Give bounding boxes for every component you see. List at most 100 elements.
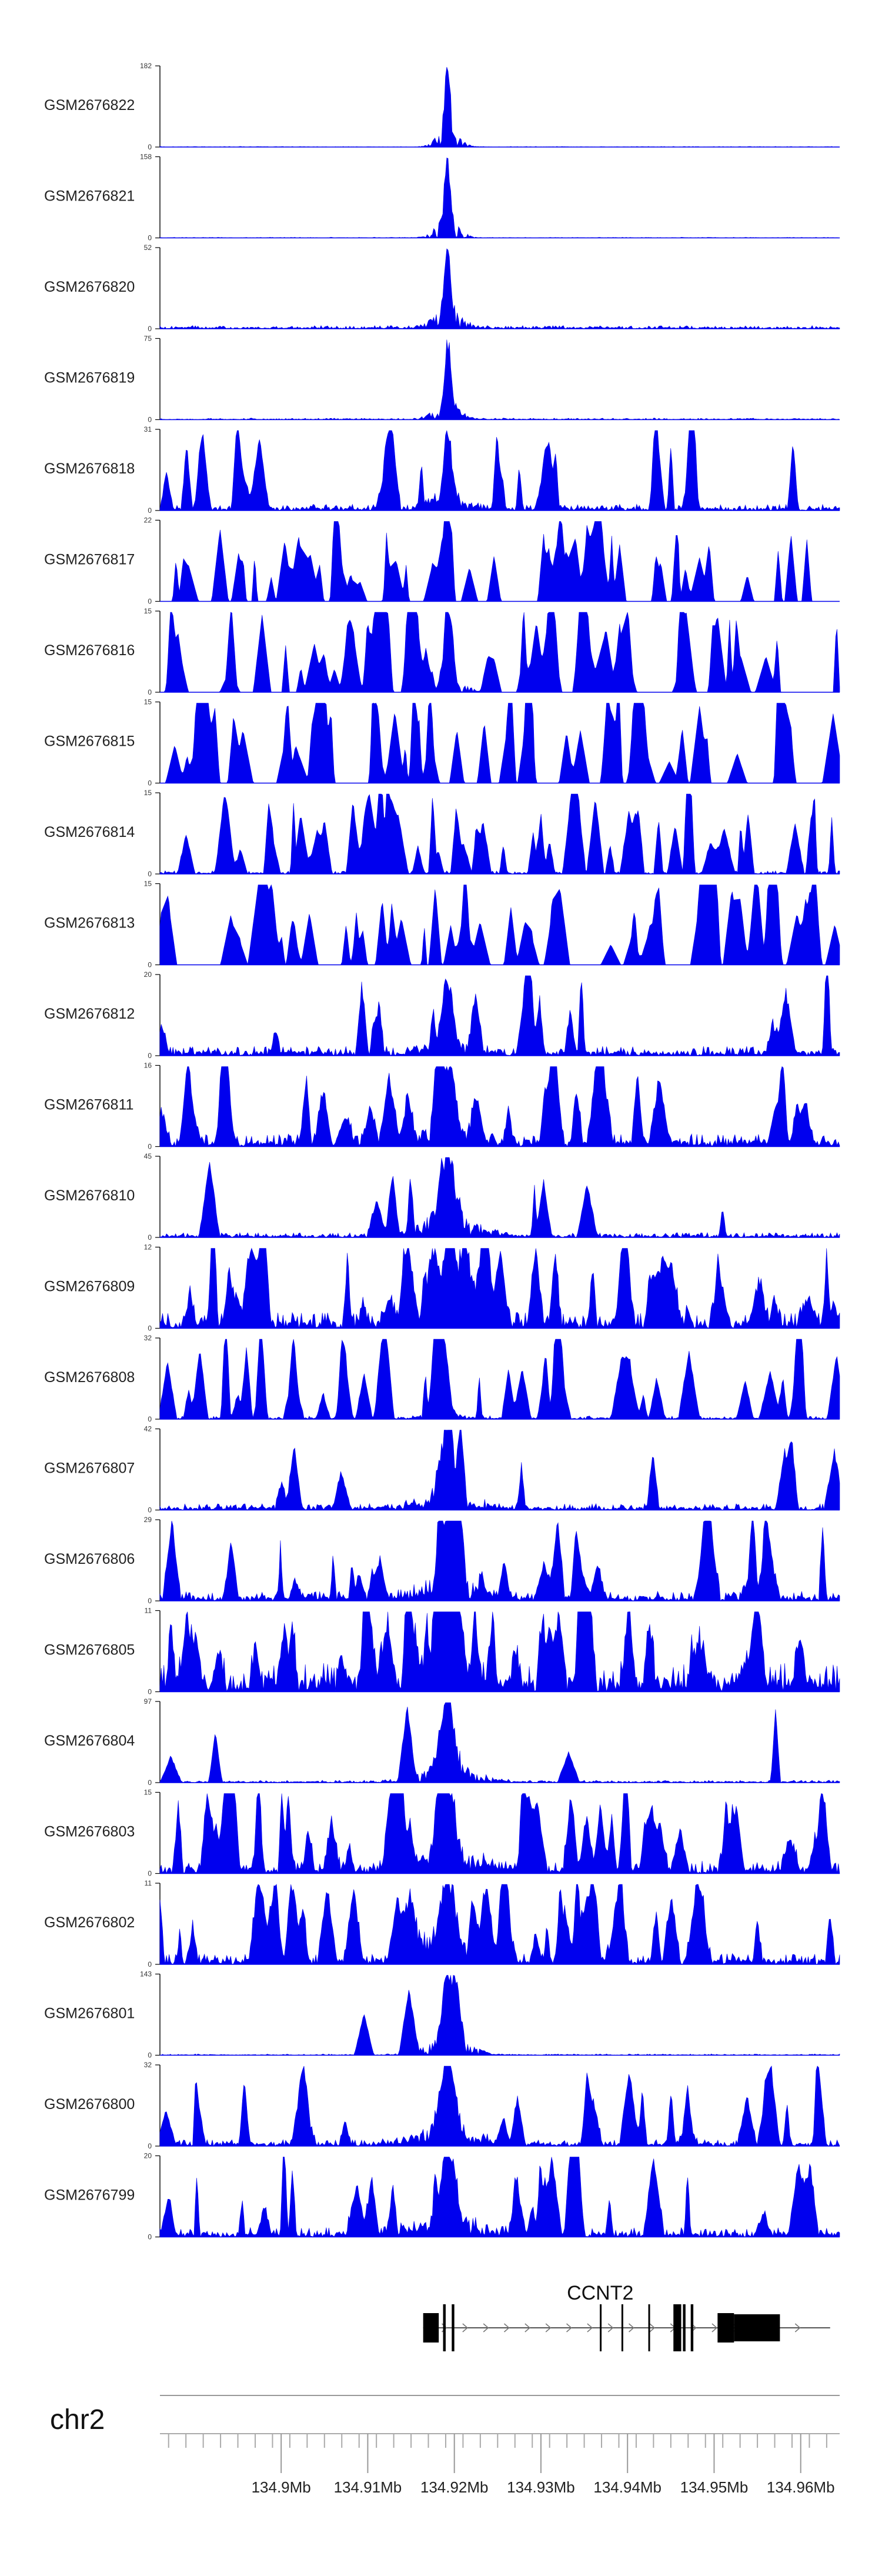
x-tick-label: 134.96Mb bbox=[767, 2478, 835, 2496]
track-label: GSM2676809 bbox=[44, 1279, 135, 1295]
track-label: GSM2676821 bbox=[44, 188, 135, 205]
signal-area bbox=[160, 612, 840, 693]
y-min-label: 0 bbox=[148, 2233, 152, 2241]
track-GSM2676818: GSM2676818 31 0 bbox=[44, 425, 840, 515]
track-GSM2676817: GSM2676817 22 0 bbox=[44, 516, 840, 606]
strand-arrow bbox=[794, 2323, 801, 2333]
strand-arrow bbox=[462, 2323, 469, 2333]
x-tick-label: 134.92Mb bbox=[420, 2478, 489, 2496]
track-GSM2676807: GSM2676807 42 0 bbox=[44, 1425, 840, 1514]
signal-area bbox=[159, 339, 840, 420]
y-max-label: 15 bbox=[144, 880, 152, 888]
y-max-label: 11 bbox=[145, 1879, 152, 1887]
y-max-label: 20 bbox=[144, 970, 152, 979]
x-tick-label: 134.95Mb bbox=[680, 2478, 749, 2496]
track-GSM2676799: GSM2676799 20 0 bbox=[44, 2152, 840, 2241]
track-GSM2676812: GSM2676812 20 0 bbox=[44, 970, 840, 1060]
strand-arrow bbox=[483, 2323, 489, 2333]
strand-arrow bbox=[587, 2323, 593, 2333]
y-max-label: 16 bbox=[144, 1062, 152, 1070]
y-min-label: 0 bbox=[148, 1870, 152, 1878]
track-label: GSM2676806 bbox=[44, 1551, 135, 1567]
signal-area bbox=[159, 884, 840, 966]
track-label: GSM2676810 bbox=[44, 1187, 135, 1204]
gene-exon bbox=[600, 2304, 602, 2351]
gene-exon bbox=[734, 2314, 780, 2341]
track-label: GSM2676808 bbox=[44, 1369, 135, 1386]
track-label: GSM2676822 bbox=[44, 97, 135, 114]
y-min-label: 0 bbox=[148, 1960, 152, 1968]
track-GSM2676800: GSM2676800 32 0 bbox=[44, 2061, 840, 2150]
track-GSM2676806: GSM2676806 29 0 bbox=[44, 1516, 840, 1605]
track-GSM2676804: GSM2676804 97 0 bbox=[44, 1697, 840, 1787]
y-min-label: 0 bbox=[148, 1415, 152, 1423]
gene-name-ccnt2: CCNT2 bbox=[567, 2282, 633, 2304]
gene-exon bbox=[717, 2313, 734, 2343]
y-min-label: 0 bbox=[148, 2051, 152, 2060]
chromosome-label: chr2 bbox=[50, 2404, 105, 2435]
track-GSM2676805: GSM2676805 11 0 bbox=[44, 1607, 840, 1696]
y-max-label: 32 bbox=[144, 2061, 152, 2069]
signal-area bbox=[159, 1975, 840, 2056]
y-min-label: 0 bbox=[148, 1688, 152, 1696]
track-GSM2676820: GSM2676820 52 0 bbox=[44, 243, 840, 333]
y-min-label: 0 bbox=[148, 1778, 152, 1787]
track-label: GSM2676807 bbox=[44, 1460, 135, 1477]
y-min-label: 0 bbox=[148, 1143, 152, 1151]
signal-area bbox=[159, 2157, 840, 2238]
signal-area bbox=[159, 66, 840, 148]
y-max-label: 11 bbox=[145, 1607, 152, 1615]
track-label: GSM2676819 bbox=[44, 370, 135, 386]
strand-arrow bbox=[545, 2323, 552, 2333]
gene-exon bbox=[673, 2304, 681, 2351]
signal-tracks: GSM2676822 182 0 GSM2676821 158 0 GSM2676820 52… bbox=[44, 62, 840, 2241]
track-GSM2676801: GSM2676801 143 0 bbox=[44, 1970, 840, 2060]
y-min-label: 0 bbox=[148, 416, 152, 424]
gene-exon bbox=[443, 2304, 446, 2351]
y-max-label: 12 bbox=[144, 1243, 152, 1252]
signal-area bbox=[160, 703, 840, 784]
y-min-label: 0 bbox=[148, 598, 152, 606]
track-GSM2676811: GSM2676811 16 0 bbox=[44, 1062, 840, 1151]
y-min-label: 0 bbox=[148, 1506, 152, 1514]
x-tick-label: 134.94Mb bbox=[593, 2478, 662, 2496]
track-GSM2676814: GSM2676814 15 0 bbox=[44, 789, 840, 878]
y-max-label: 15 bbox=[144, 607, 152, 615]
track-label: GSM2676799 bbox=[44, 2187, 135, 2204]
strand-arrow bbox=[649, 2323, 656, 2333]
gene-exon bbox=[423, 2313, 439, 2343]
track-label: GSM2676804 bbox=[44, 1733, 135, 1749]
y-max-label: 143 bbox=[140, 1970, 152, 1978]
y-max-label: 158 bbox=[140, 153, 152, 161]
signal-area bbox=[159, 1520, 840, 1601]
x-tick-label: 134.9Mb bbox=[252, 2478, 311, 2496]
track-label: GSM2676813 bbox=[44, 915, 135, 932]
track-label: GSM2676803 bbox=[44, 1824, 135, 1840]
signal-area bbox=[159, 975, 840, 1056]
x-tick-label: 134.93Mb bbox=[507, 2478, 575, 2496]
track-GSM2676821: GSM2676821 158 0 bbox=[44, 153, 840, 242]
track-GSM2676803: GSM2676803 15 0 bbox=[44, 1788, 840, 1878]
signal-area bbox=[159, 1884, 840, 1965]
track-GSM2676810: GSM2676810 45 0 bbox=[44, 1152, 840, 1242]
strand-arrow bbox=[503, 2323, 510, 2333]
y-min-label: 0 bbox=[148, 1233, 152, 1242]
signal-area bbox=[159, 1702, 840, 1783]
y-min-label: 0 bbox=[148, 234, 152, 242]
x-tick-label: 134.91Mb bbox=[334, 2478, 402, 2496]
gene-exon bbox=[648, 2304, 650, 2351]
track-label: GSM2676815 bbox=[44, 733, 135, 750]
y-max-label: 29 bbox=[144, 1516, 152, 1524]
strand-arrow bbox=[711, 2323, 718, 2333]
signal-area bbox=[159, 248, 840, 329]
track-label: GSM2676805 bbox=[44, 1642, 135, 1659]
track-label: GSM2676814 bbox=[44, 824, 135, 840]
gene-exon bbox=[452, 2304, 455, 2351]
gene-exon bbox=[683, 2304, 686, 2351]
track-GSM2676813: GSM2676813 15 0 bbox=[44, 880, 840, 969]
y-min-label: 0 bbox=[148, 143, 152, 151]
signal-area bbox=[159, 1339, 840, 1420]
track-label: GSM2676812 bbox=[44, 1006, 135, 1022]
track-GSM2676809: GSM2676809 12 0 bbox=[44, 1243, 840, 1333]
